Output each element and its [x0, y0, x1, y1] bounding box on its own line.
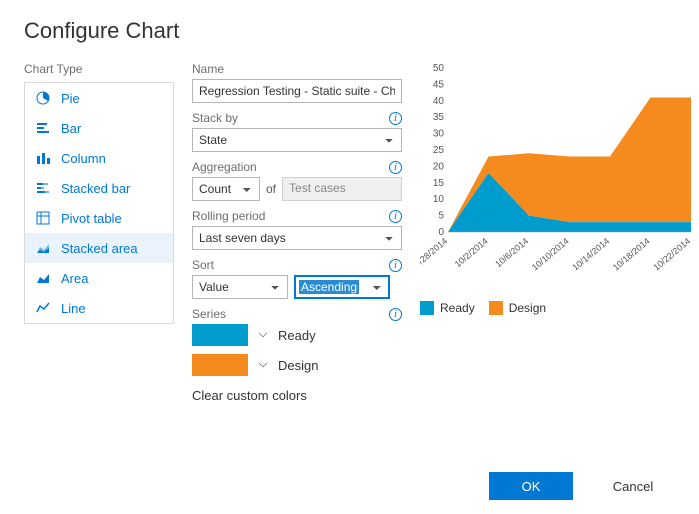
- name-input[interactable]: [192, 79, 402, 103]
- aggregation-readonly: Test cases: [282, 177, 402, 201]
- svg-text:20: 20: [433, 161, 445, 172]
- chart-type-bar[interactable]: Bar: [25, 113, 173, 143]
- series-color-swatch[interactable]: [192, 324, 248, 346]
- series-label: Series: [192, 307, 226, 321]
- aggregation-select[interactable]: Count: [192, 177, 260, 201]
- svg-text:10/18/2014: 10/18/2014: [611, 236, 652, 273]
- series-row: Ready: [192, 324, 402, 346]
- stacked-bar-icon: [35, 180, 51, 196]
- series-name: Design: [278, 358, 318, 373]
- form-panel: Name Stack byi State Aggregationi Count …: [192, 62, 402, 405]
- chart-type-label: Stacked area: [61, 241, 138, 256]
- preview-panel: 051015202530354045509/28/201410/2/201410…: [420, 62, 675, 405]
- chart-type-label: Pie: [61, 91, 80, 106]
- info-icon[interactable]: i: [389, 210, 402, 223]
- chart-type-pie[interactable]: Pie: [25, 83, 173, 113]
- series-color-swatch[interactable]: [192, 354, 248, 376]
- chevron-down-icon[interactable]: [259, 359, 267, 367]
- svg-text:10: 10: [433, 194, 445, 205]
- svg-text:35: 35: [433, 112, 445, 123]
- name-label: Name: [192, 62, 224, 76]
- svg-text:10/22/2014: 10/22/2014: [651, 236, 692, 273]
- chart-type-label: Column: [61, 151, 106, 166]
- rolling-select[interactable]: Last seven days: [192, 226, 402, 250]
- svg-text:10/6/2014: 10/6/2014: [493, 236, 530, 269]
- chart-type-label: Pivot table: [61, 211, 122, 226]
- svg-text:9/28/2014: 9/28/2014: [420, 236, 449, 269]
- chart-type-stacked-area[interactable]: Stacked area: [25, 233, 173, 263]
- ok-button[interactable]: OK: [489, 472, 573, 500]
- preview-chart: 051015202530354045509/28/201410/2/201410…: [420, 62, 695, 282]
- sort-field-select[interactable]: Value: [192, 275, 288, 299]
- aggregation-of: of: [266, 182, 276, 196]
- legend-item: Ready: [420, 301, 475, 315]
- chart-type-stacked-bar[interactable]: Stacked bar: [25, 173, 173, 203]
- chart-type-area[interactable]: Area: [25, 263, 173, 293]
- column-icon: [35, 150, 51, 166]
- aggregation-label: Aggregation: [192, 160, 257, 174]
- chart-type-list: Pie Bar Column Stacked bar Pivot table Stacke…: [24, 82, 174, 324]
- svg-text:15: 15: [433, 178, 445, 189]
- dialog-title: Configure Chart: [24, 18, 675, 44]
- stacked-area-icon: [35, 240, 51, 256]
- info-icon[interactable]: i: [389, 161, 402, 174]
- chevron-down-icon[interactable]: [259, 329, 267, 337]
- legend-swatch: [420, 301, 434, 315]
- legend-label: Design: [509, 301, 546, 315]
- legend-item: Design: [489, 301, 546, 315]
- stackby-label: Stack by: [192, 111, 238, 125]
- stackby-select[interactable]: State: [192, 128, 402, 152]
- series-name: Ready: [278, 328, 316, 343]
- svg-text:45: 45: [433, 79, 445, 90]
- svg-text:10/10/2014: 10/10/2014: [530, 236, 571, 273]
- info-icon[interactable]: i: [389, 308, 402, 321]
- svg-text:10/2/2014: 10/2/2014: [453, 236, 490, 269]
- svg-text:30: 30: [433, 129, 445, 140]
- chart-type-pivot-table[interactable]: Pivot table: [25, 203, 173, 233]
- pie-icon: [35, 90, 51, 106]
- chart-type-label: Stacked bar: [61, 181, 130, 196]
- svg-text:10/14/2014: 10/14/2014: [570, 236, 611, 273]
- legend-label: Ready: [440, 301, 475, 315]
- bar-icon: [35, 120, 51, 136]
- svg-text:40: 40: [433, 96, 445, 107]
- sort-label: Sort: [192, 258, 214, 272]
- area-icon: [35, 270, 51, 286]
- chart-type-label: Area: [61, 271, 88, 286]
- preview-legend: Ready Design: [420, 301, 675, 315]
- chart-type-line[interactable]: Line: [25, 293, 173, 323]
- svg-text:50: 50: [433, 63, 445, 74]
- chart-type-label: Line: [61, 301, 86, 316]
- chart-type-panel: Chart Type Pie Bar Column Stacked bar Pivot …: [24, 62, 174, 405]
- chart-type-label: Bar: [61, 121, 81, 136]
- pivot-table-icon: [35, 210, 51, 226]
- series-row: Design: [192, 354, 402, 376]
- clear-colors-link[interactable]: Clear custom colors: [192, 388, 307, 403]
- svg-text:5: 5: [438, 211, 444, 222]
- info-icon[interactable]: i: [389, 259, 402, 272]
- cancel-button[interactable]: Cancel: [591, 472, 675, 500]
- info-icon[interactable]: i: [389, 112, 402, 125]
- svg-text:25: 25: [433, 145, 445, 156]
- legend-swatch: [489, 301, 503, 315]
- rolling-label: Rolling period: [192, 209, 265, 223]
- chart-type-column[interactable]: Column: [25, 143, 173, 173]
- chart-type-label: Chart Type: [24, 62, 174, 76]
- line-icon: [35, 300, 51, 316]
- sort-direction-select[interactable]: Ascending: [294, 275, 390, 299]
